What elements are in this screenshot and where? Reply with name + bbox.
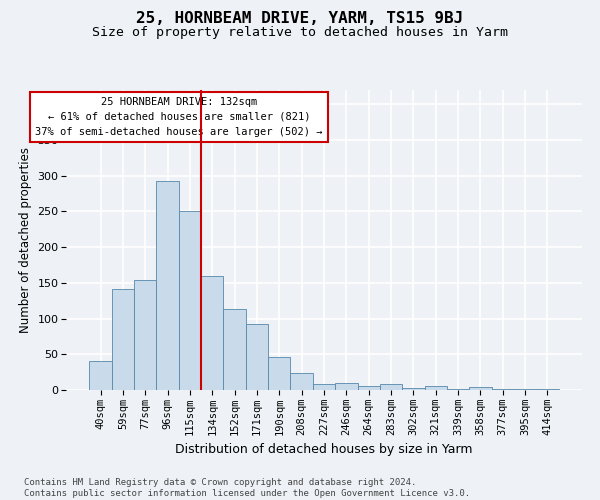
Text: 25 HORNBEAM DRIVE: 132sqm
← 61% of detached houses are smaller (821)
37% of semi: 25 HORNBEAM DRIVE: 132sqm ← 61% of detac…	[35, 97, 323, 136]
Bar	[268, 357, 290, 390]
Bar	[491, 388, 514, 390]
Text: Contains HM Land Registry data © Crown copyright and database right 2024.
Contai: Contains HM Land Registry data © Crown c…	[24, 478, 470, 498]
Bar	[134, 280, 157, 390]
Bar	[246, 324, 268, 390]
Text: Size of property relative to detached houses in Yarm: Size of property relative to detached ho…	[92, 26, 508, 39]
Bar	[358, 386, 380, 390]
Bar	[112, 290, 134, 390]
Bar	[380, 384, 402, 390]
Bar	[179, 210, 201, 390]
Bar	[290, 373, 313, 390]
Bar	[157, 180, 179, 390]
Bar	[313, 384, 335, 390]
Bar	[223, 310, 246, 390]
Bar	[447, 388, 469, 390]
Y-axis label: Number of detached properties: Number of detached properties	[19, 147, 32, 333]
Bar	[514, 388, 536, 390]
Text: 25, HORNBEAM DRIVE, YARM, TS15 9BJ: 25, HORNBEAM DRIVE, YARM, TS15 9BJ	[136, 11, 464, 26]
Bar	[335, 383, 358, 390]
Bar	[402, 388, 425, 390]
Bar	[425, 386, 447, 390]
Bar	[469, 387, 491, 390]
X-axis label: Distribution of detached houses by size in Yarm: Distribution of detached houses by size …	[175, 444, 473, 456]
Bar	[201, 276, 223, 390]
Bar	[89, 360, 112, 390]
